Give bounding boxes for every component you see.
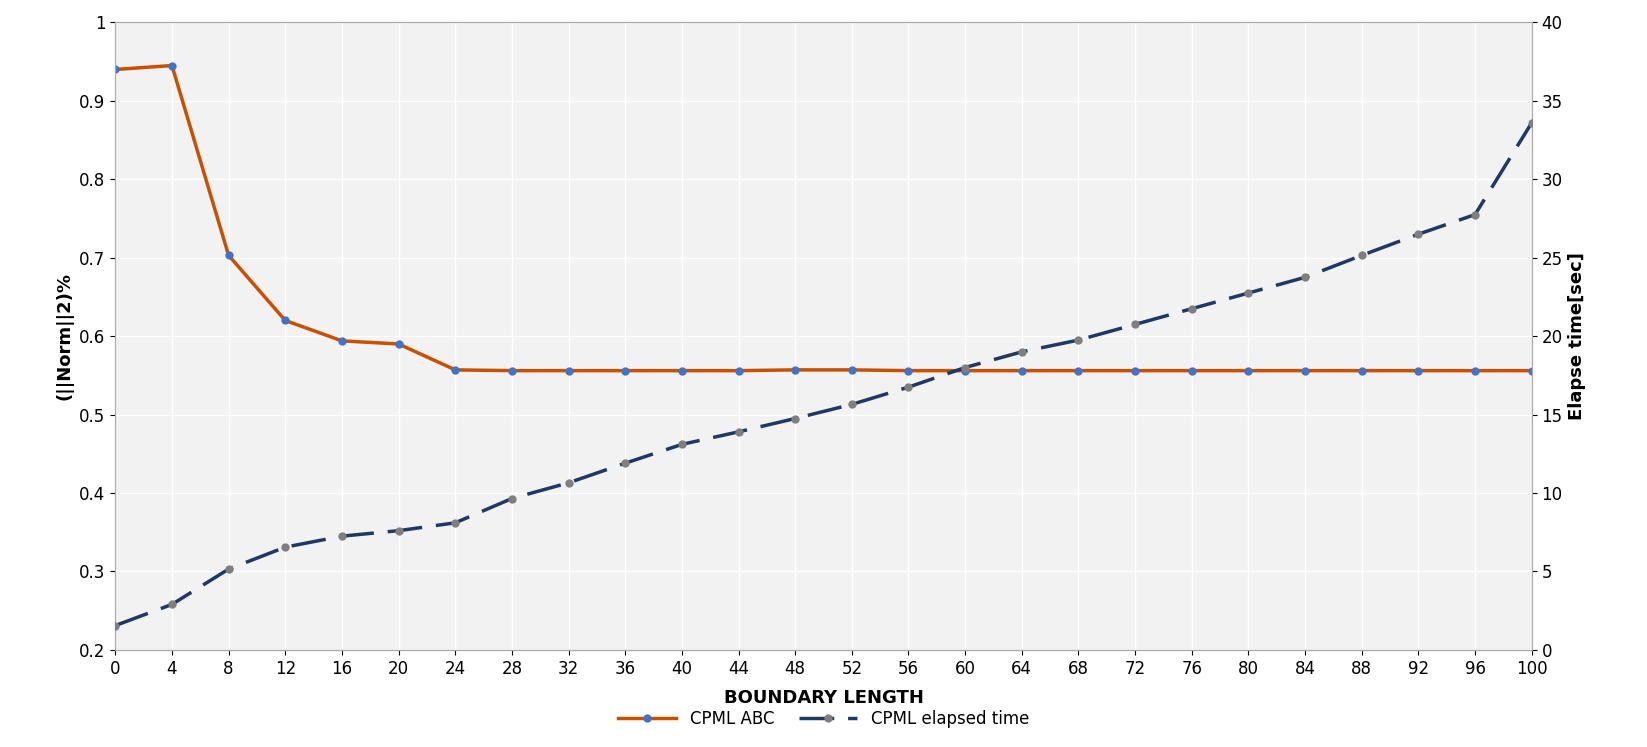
CPML ABC — [333, 336, 352, 345]
CPML elapsed time — [1295, 273, 1314, 282]
CPML elapsed time — [1352, 251, 1372, 260]
CPML ABC — [161, 61, 181, 70]
Line: CPML elapsed time: CPML elapsed time — [110, 119, 1537, 630]
CPML ABC — [1183, 366, 1202, 375]
Legend: CPML ABC, CPML elapsed time: CPML ABC, CPML elapsed time — [611, 704, 1036, 735]
CPML elapsed time — [728, 427, 748, 436]
CPML elapsed time — [502, 494, 522, 503]
CPML elapsed time — [219, 565, 239, 574]
CPML ABC — [1408, 366, 1428, 375]
CPML elapsed time — [333, 532, 352, 541]
CPML ABC — [445, 365, 464, 374]
CPML elapsed time — [1466, 210, 1486, 219]
CPML elapsed time — [389, 526, 408, 535]
CPML elapsed time — [955, 363, 975, 372]
CPML ABC — [1295, 366, 1314, 375]
CPML elapsed time — [275, 542, 295, 551]
CPML ABC — [389, 339, 408, 348]
CPML ABC — [1352, 366, 1372, 375]
CPML elapsed time — [672, 440, 692, 449]
CPML ABC — [1011, 366, 1031, 375]
CPML ABC — [786, 365, 805, 374]
CPML elapsed time — [786, 414, 805, 423]
CPML elapsed time — [616, 459, 636, 468]
CPML elapsed time — [445, 518, 464, 527]
CPML elapsed time — [1069, 335, 1089, 344]
CPML elapsed time — [1011, 347, 1031, 356]
CPML ABC — [1466, 366, 1486, 375]
CPML ABC — [502, 366, 522, 375]
CPML ABC — [1522, 366, 1542, 375]
CPML elapsed time — [558, 478, 578, 487]
Y-axis label: (||Norm||2)%: (||Norm||2)% — [56, 272, 74, 400]
CPML ABC — [1069, 366, 1089, 375]
Line: CPML ABC: CPML ABC — [110, 61, 1537, 375]
CPML ABC — [558, 366, 578, 375]
CPML ABC — [105, 65, 125, 74]
CPML elapsed time — [1125, 320, 1145, 329]
CPML ABC — [728, 366, 748, 375]
CPML ABC — [616, 366, 636, 375]
CPML ABC — [842, 365, 861, 374]
CPML elapsed time — [1239, 288, 1258, 297]
CPML ABC — [219, 251, 239, 260]
CPML elapsed time — [105, 621, 125, 630]
X-axis label: BOUNDARY LENGTH: BOUNDARY LENGTH — [723, 689, 924, 707]
CPML ABC — [275, 316, 295, 325]
CPML ABC — [672, 366, 692, 375]
CPML ABC — [899, 366, 919, 375]
CPML elapsed time — [1408, 230, 1428, 239]
Y-axis label: Elapse time[sec]: Elapse time[sec] — [1568, 252, 1586, 420]
CPML ABC — [1239, 366, 1258, 375]
CPML ABC — [1125, 366, 1145, 375]
CPML elapsed time — [1183, 304, 1202, 313]
CPML elapsed time — [1522, 118, 1542, 127]
CPML elapsed time — [899, 382, 919, 391]
CPML ABC — [955, 366, 975, 375]
CPML elapsed time — [842, 400, 861, 409]
CPML elapsed time — [161, 600, 181, 609]
